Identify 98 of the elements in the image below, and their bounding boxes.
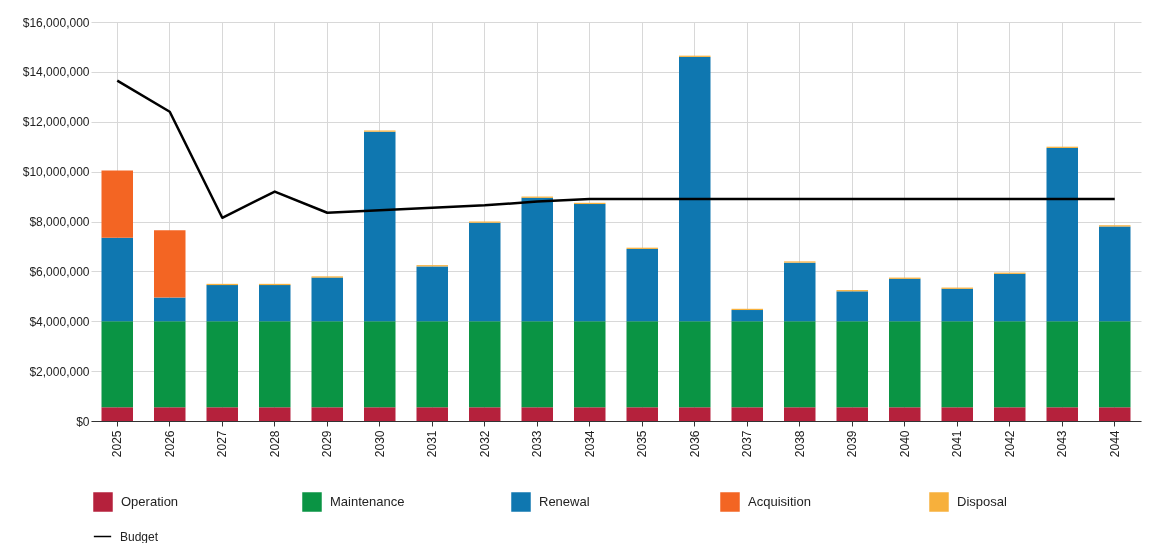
y-tick-label: $14,000,000 — [22, 65, 90, 80]
legend-label: Operation — [121, 494, 179, 509]
x-tick-label: 2025 — [110, 430, 125, 458]
y-tick-label: $12,000,000 — [22, 115, 90, 130]
x-tick-label: 2026 — [162, 430, 177, 458]
bar — [574, 204, 606, 322]
bar — [206, 407, 238, 421]
x-tick-label: 2032 — [477, 430, 492, 458]
bar — [626, 248, 658, 322]
bar — [206, 285, 238, 322]
bar — [626, 407, 658, 421]
x-tick-label: 2040 — [897, 430, 912, 458]
bar — [154, 230, 186, 298]
bar — [941, 407, 973, 421]
bar — [784, 262, 816, 322]
bar — [101, 237, 133, 322]
bar — [679, 407, 711, 421]
bar — [836, 291, 868, 322]
bar — [1099, 321, 1131, 408]
bar — [836, 407, 868, 421]
bar — [154, 297, 186, 322]
bar — [889, 278, 921, 322]
x-tick-label: 2044 — [1107, 430, 1122, 458]
bar — [1046, 321, 1078, 408]
line-series — [116, 79, 1116, 220]
x-tick-label: 2030 — [372, 430, 387, 458]
bar — [994, 273, 1026, 322]
bar — [311, 321, 343, 408]
y-tick-label: $8,000,000 — [29, 215, 90, 229]
bar — [101, 321, 133, 408]
x-tick-label: 2037 — [740, 430, 755, 458]
x-tick-label: 2041 — [950, 430, 965, 458]
legend-label: Disposal — [957, 494, 1007, 509]
bar — [154, 321, 186, 408]
bar — [101, 407, 133, 421]
bar — [416, 407, 448, 421]
bar — [521, 321, 553, 408]
bar — [521, 197, 553, 322]
x-tick-label: 2027 — [215, 430, 230, 458]
bar — [1046, 147, 1078, 322]
y-tick-label: $16,000,000 — [22, 15, 90, 30]
bar — [679, 321, 711, 408]
bar — [1099, 407, 1131, 421]
bar — [574, 321, 606, 408]
bar — [206, 321, 238, 408]
bar — [784, 321, 816, 408]
x-tick-label: 2033 — [530, 430, 545, 458]
x-tick-label: 2036 — [687, 430, 702, 458]
legend-label: Budget — [120, 529, 159, 544]
x-tick-label: 2034 — [582, 430, 597, 458]
bar — [311, 277, 343, 322]
bar — [469, 222, 501, 322]
bar — [994, 407, 1026, 421]
y-tick-label: $2,000,000 — [29, 364, 90, 379]
bar — [836, 321, 868, 408]
y-tick-label: $4,000,000 — [29, 314, 90, 329]
bar — [364, 131, 396, 322]
bar — [259, 321, 291, 408]
bar — [416, 266, 448, 322]
bar — [259, 407, 291, 421]
bar — [731, 321, 763, 408]
bar — [364, 407, 396, 421]
bar — [679, 56, 711, 322]
y-tick-label: $6,000,000 — [29, 264, 90, 279]
bar — [889, 407, 921, 421]
y-tick-label: $0 — [76, 414, 90, 429]
bar — [994, 321, 1026, 408]
bar — [1099, 226, 1131, 322]
bar — [521, 407, 553, 421]
x-tick-label: 2038 — [792, 430, 807, 458]
bar — [941, 288, 973, 322]
bar — [101, 170, 133, 238]
bar — [1046, 407, 1078, 421]
legend-label: Acquisition — [748, 494, 811, 509]
bar — [154, 407, 186, 421]
x-tick-label: 2039 — [845, 430, 860, 458]
bar — [311, 407, 343, 421]
legend-label: Maintenance — [330, 494, 405, 509]
x-tick-label: 2042 — [1002, 430, 1017, 458]
x-tick-label: 2035 — [635, 430, 650, 458]
x-tick-label: 2031 — [425, 430, 440, 458]
bar — [416, 321, 448, 408]
bar — [469, 407, 501, 421]
bar — [731, 310, 763, 322]
x-tick-label: 2028 — [267, 430, 282, 458]
legend-label: Renewal — [539, 494, 590, 509]
bar — [469, 321, 501, 408]
bar — [626, 321, 658, 408]
x-tick-label: 2029 — [320, 430, 335, 458]
bar — [889, 321, 921, 408]
bar — [784, 407, 816, 421]
bar — [364, 321, 396, 408]
bar — [259, 285, 291, 322]
x-tick-label: 2043 — [1055, 430, 1070, 458]
bar — [941, 321, 973, 408]
y-tick-label: $10,000,000 — [22, 165, 90, 180]
bar — [574, 407, 606, 421]
bar — [731, 407, 763, 421]
